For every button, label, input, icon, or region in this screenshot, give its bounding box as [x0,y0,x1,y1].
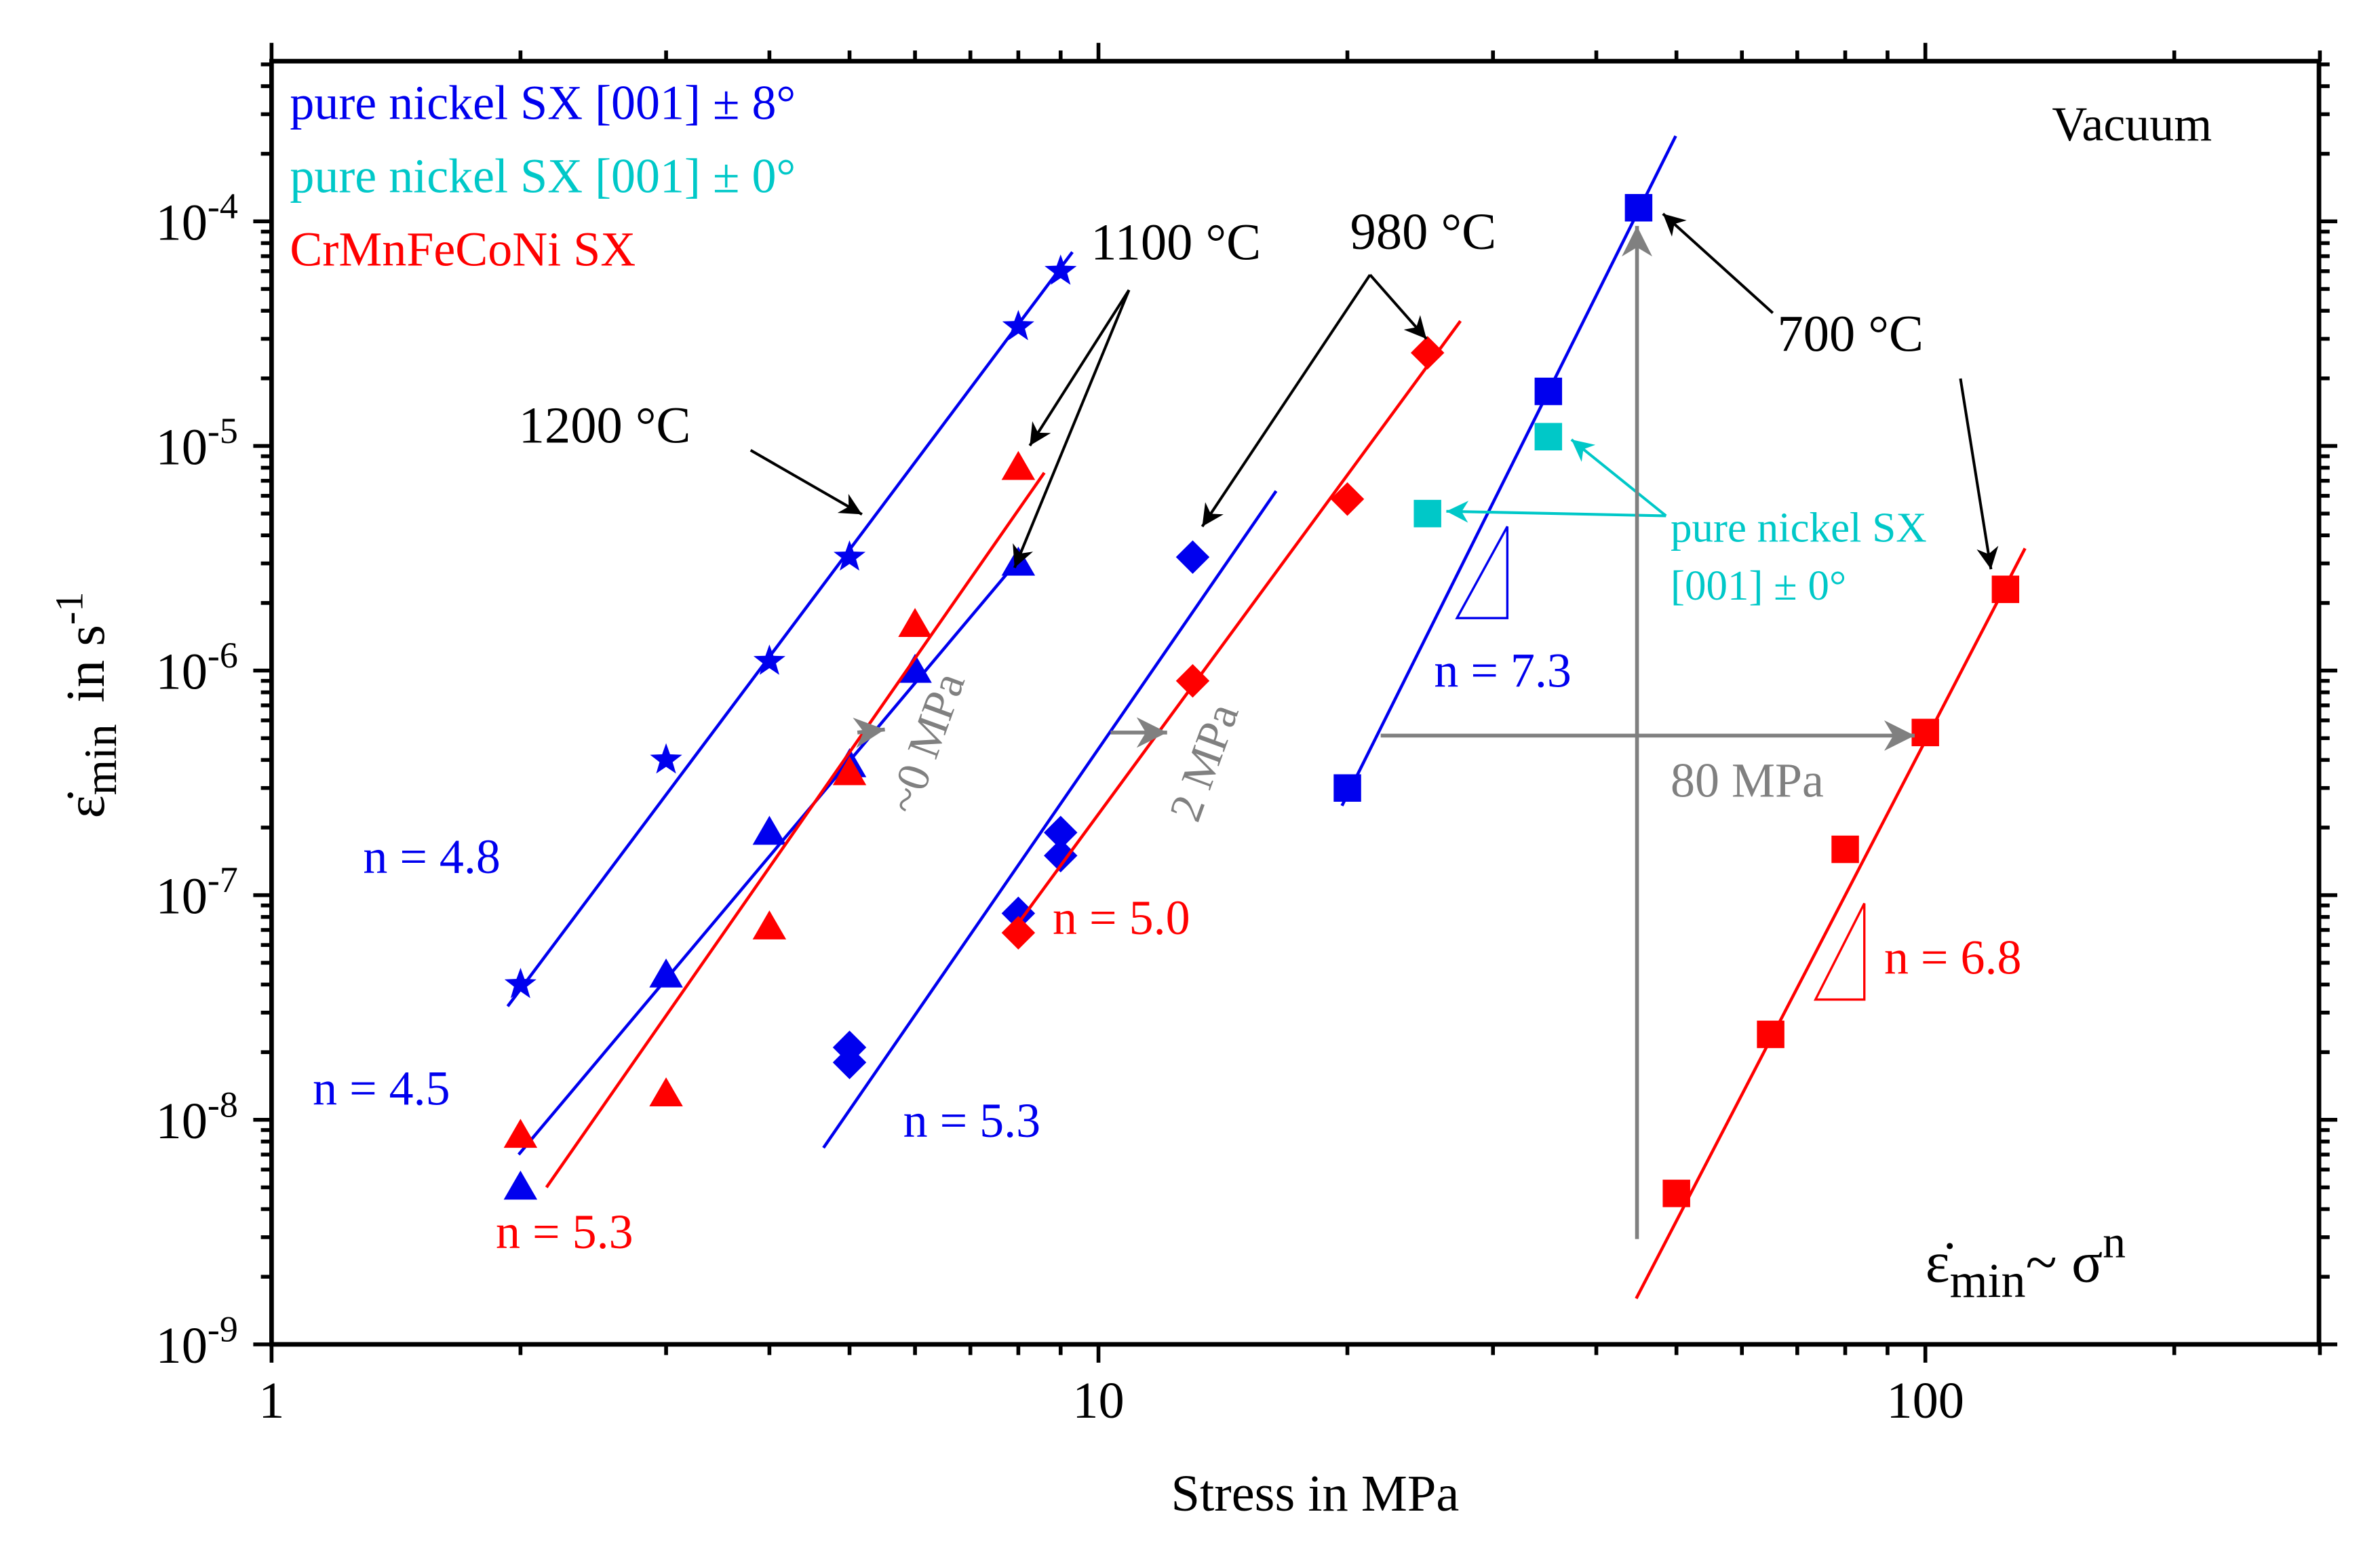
fit-line [1017,319,1462,925]
y-tick-label: 10-6 [155,635,237,700]
y-tick-label: 10-7 [155,859,237,925]
cyan-label-line1: pure nickel SX [1671,504,1927,551]
fit-line [822,490,1278,1149]
star-marker [834,540,866,571]
diamond-marker [1044,815,1078,850]
diamond-marker [1044,838,1078,873]
fit-line [1635,547,2027,1300]
triangle-marker [503,1170,538,1200]
temp-label-1100: 1100 °C [1091,214,1261,271]
n-label-980-ni: n = 5.3 [903,1093,1041,1148]
n-label-1100-ni: n = 4.5 [313,1062,450,1116]
diamond-marker [1175,540,1210,575]
y-tick-label: 10-8 [155,1084,237,1149]
plot-frame [269,58,2322,1347]
triangle-marker [649,1077,683,1107]
triangle-marker [898,653,932,683]
star-marker [1002,309,1034,341]
annotations [749,212,1999,1239]
square-marker [1991,575,2020,604]
temp-label-700: 700 °C [1778,305,1924,363]
square-marker [1534,423,1563,451]
y-tick-label: 10-4 [155,186,237,251]
triangle-marker [752,910,787,939]
annotation-arrow [1201,273,1371,528]
x-axis-label: Stress in MPa [1171,1464,1460,1522]
axes: 1 10 100 10-9 10-8 10-7 10-6 10-5 10-4 [155,43,2338,1429]
star-marker [1045,254,1077,285]
annotation-arrow [1013,289,1131,568]
n-label-1200-ni: n = 4.8 [363,830,501,884]
annotation-arrow [749,449,863,516]
annotation-arrow [1662,212,1774,314]
square-marker [1624,194,1653,222]
n-label-700-ni: n = 7.3 [1434,643,1572,697]
slope-triangle-red [1813,903,1866,1001]
legend-entry-hea: CrMnFeCoNi SX [290,222,636,277]
y-tick-label: 10-9 [155,1308,237,1374]
star-marker [650,743,682,774]
triangle-marker [649,958,683,988]
annotation-arrow [1028,289,1131,447]
square-marker [1413,499,1441,528]
x-tick-label: 1 [258,1372,284,1429]
square-marker [1831,835,1859,864]
shift-label-700: 80 MPa [1671,753,1824,807]
diamond-marker [1001,916,1036,950]
shift-label-980: 2 MPa [1159,697,1248,828]
cyan-label-line2: [001] ± 0° [1671,562,1846,609]
slope-triangle-blue [1455,526,1509,619]
triangle-marker [752,815,787,845]
triangle-marker [898,608,932,637]
square-marker [1333,774,1361,802]
atmosphere-label: Vacuum [2052,97,2212,151]
x-tick-label: 100 [1886,1372,1964,1429]
shift-label-1100: ~0 MPa [877,665,975,819]
annotation-arrow [1369,273,1428,340]
annotation-arrow [1570,438,1667,518]
legend-entry-ni-0: pure nickel SX [001] ± 0° [290,149,796,203]
square-marker [1662,1180,1690,1207]
fit-line [518,559,1020,1156]
star-marker [504,967,537,998]
diamond-marker [1330,482,1365,516]
n-label-980-hea: n = 5.0 [1053,891,1190,945]
x-tick-label: 10 [1072,1372,1124,1429]
fit-line [545,471,1046,1188]
fit-line [506,251,1074,1007]
square-marker [1534,377,1563,406]
triangle-marker [832,756,867,785]
y-axis-label: ε̇minin s-1 [47,591,125,818]
star-marker [753,644,785,675]
diamond-marker [832,1030,867,1064]
n-label-1100-hea: n = 5.3 [496,1205,633,1259]
square-marker [1911,718,1939,747]
temp-label-1200: 1200 °C [519,397,691,454]
triangle-marker [503,1119,538,1148]
diamond-marker [1410,336,1445,370]
fit-line [1340,135,1677,807]
triangle-marker [1001,450,1036,480]
square-marker [1757,1020,1784,1049]
legend-entry-ni-8: pure nickel SX [001] ± 8° [290,76,796,130]
y-tick-label: 10-5 [155,410,237,476]
annotation-arrow [853,718,885,748]
legend: pure nickel SX [001] ± 8° pure nickel SX… [290,76,796,277]
power-law-formula: ε̇min~ σn [1926,1217,2126,1308]
diamond-marker [1175,663,1210,698]
annotation-arrow [1959,378,1999,570]
annotation-arrow [1446,501,1666,523]
temp-label-980: 980 °C [1350,203,1496,260]
n-label-700-hea: n = 6.8 [1884,930,2022,984]
